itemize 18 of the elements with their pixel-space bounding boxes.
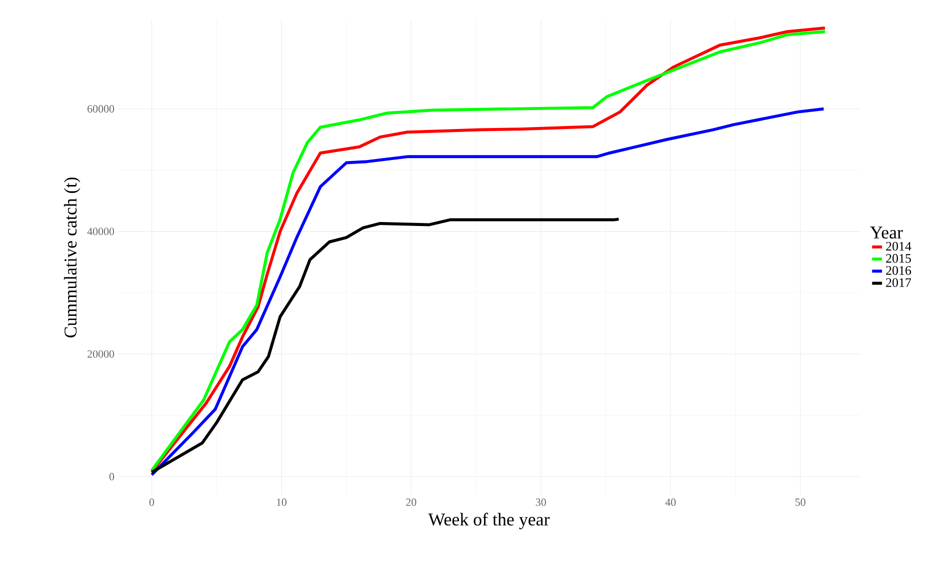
x-tick-label: 30 — [536, 498, 546, 506]
x-tick-label: 20 — [406, 498, 416, 506]
line-series — [150, 218, 620, 474]
x-tick-label: 10 — [276, 498, 287, 506]
legend-label: 2016 — [886, 266, 912, 275]
y-tick-label: 60000 — [88, 105, 114, 113]
y-tick-label: 20000 — [88, 350, 114, 358]
y-tick-label: 40000 — [87, 228, 114, 236]
x-tick-label: 0 — [149, 498, 154, 506]
legend-label: 2014 — [886, 242, 912, 251]
y-axis-title: Cummulative catch (t) — [64, 178, 80, 338]
legend-label: 2017 — [886, 278, 912, 287]
legend-title: Year — [870, 226, 903, 239]
x-tick-label: 50 — [796, 498, 806, 506]
x-axis-title: Week of the year — [428, 512, 550, 530]
legend-label: 2015 — [886, 254, 911, 263]
y-tick-label: 0 — [109, 472, 114, 480]
x-tick-label: 40 — [665, 498, 676, 506]
